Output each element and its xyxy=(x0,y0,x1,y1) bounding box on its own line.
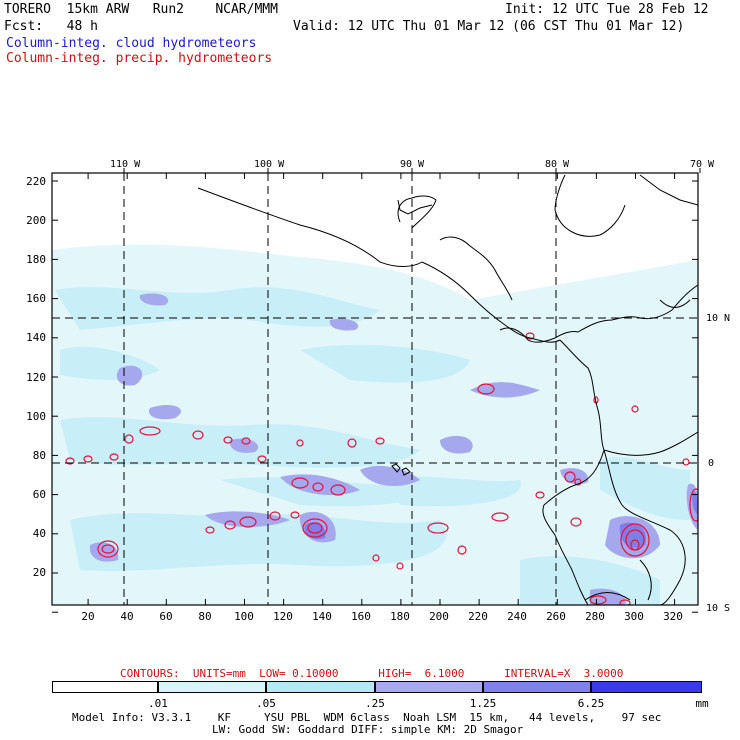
model-physics: LW: Godd SW: Goddard DIFF: simple KM: 2D… xyxy=(212,723,524,736)
lon-label-100w: 100 W xyxy=(254,159,285,170)
lat-label-10n: 10 N xyxy=(706,313,730,324)
lon-label-70w: 70 W xyxy=(690,159,715,170)
latlon-grid xyxy=(52,173,698,605)
galapagos xyxy=(391,463,411,476)
precip-contours xyxy=(65,332,698,605)
y-tick-160: 160 xyxy=(26,292,46,305)
y-tick-140: 140 xyxy=(26,331,46,344)
colorbar-seg-3 xyxy=(375,681,483,693)
y-tick-180: 180 xyxy=(26,253,46,266)
x-tick-20: 20 xyxy=(81,610,94,620)
x-tick-320: 320 xyxy=(663,610,683,620)
legend-precip: Column-integ. precip. hydrometeors xyxy=(6,51,273,66)
forecast-map: 110 W 100 W 90 W 80 W 70 W 10 N 0 10 S 2… xyxy=(26,159,730,620)
colorbar-label-01: .01 xyxy=(148,697,168,710)
plot-frame xyxy=(51,172,699,606)
lon-label-90w: 90 W xyxy=(400,159,425,170)
x-tick-260: 260 xyxy=(546,610,566,620)
y-tick-220: 220 xyxy=(26,175,46,188)
forecast-hour: Fcst: 48 h xyxy=(4,19,98,34)
valid-time: Valid: 12 UTC Thu 01 Mar 12 (06 CST Thu … xyxy=(293,19,685,34)
cloud-field xyxy=(52,244,698,605)
x-tick-140: 140 xyxy=(312,610,332,620)
y-tick-120: 120 xyxy=(26,371,46,384)
colorbar-seg-2 xyxy=(266,681,375,693)
y-tick-80: 80 xyxy=(33,449,46,462)
x-tick-180: 180 xyxy=(390,610,410,620)
init-time: Init: 12 UTC Tue 28 Feb 12 xyxy=(505,2,709,17)
colorbar-label-25: .25 xyxy=(365,697,385,710)
colorbar-seg-1 xyxy=(158,681,266,693)
x-tick-160: 160 xyxy=(351,610,371,620)
x-tick-100: 100 xyxy=(234,610,254,620)
lat-label-10s: 10 S xyxy=(706,603,730,614)
x-tick-300: 300 xyxy=(624,610,644,620)
colorbar-label-125: 1.25 xyxy=(469,697,497,710)
x-tick-200: 200 xyxy=(429,610,449,620)
colorbar-label-05: .05 xyxy=(256,697,276,710)
lon-label-80w: 80 W xyxy=(545,159,570,170)
colorbar-seg-5 xyxy=(591,681,702,693)
colorbar-unit: mm xyxy=(695,697,709,710)
contours-label: CONTOURS: UNITS=mm LOW= 0.10000 HIGH= 6.… xyxy=(120,667,624,680)
model-info: Model Info: V3.3.1 KF YSU PBL WDM 6class… xyxy=(72,711,662,724)
colorbar-label-625: 6.25 xyxy=(577,697,605,710)
coastlines xyxy=(197,174,698,605)
y-tick-40: 40 xyxy=(33,527,46,540)
y-tick-60: 60 xyxy=(33,488,46,501)
x-tick-120: 120 xyxy=(273,610,293,620)
lat-label-0: 0 xyxy=(708,458,714,469)
x-tick-220: 220 xyxy=(468,610,488,620)
y-tick-20: 20 xyxy=(33,566,46,579)
legend-cloud: Column-integ. cloud hydrometeors xyxy=(6,36,257,51)
x-tick-280: 280 xyxy=(585,610,605,620)
x-tick-80: 80 xyxy=(198,610,211,620)
y-tick-200: 200 xyxy=(26,214,46,227)
lon-label-110w: 110 W xyxy=(110,159,141,170)
x-tick-240: 240 xyxy=(507,610,527,620)
x-tick-40: 40 xyxy=(120,610,133,620)
y-tick-100: 100 xyxy=(26,410,46,423)
colorbar-seg-4 xyxy=(483,681,591,693)
header-title: TORERO 15km ARW Run2 NCAR/MMM xyxy=(4,2,278,17)
x-tick-60: 60 xyxy=(159,610,172,620)
colorbar-seg-0 xyxy=(52,681,158,693)
